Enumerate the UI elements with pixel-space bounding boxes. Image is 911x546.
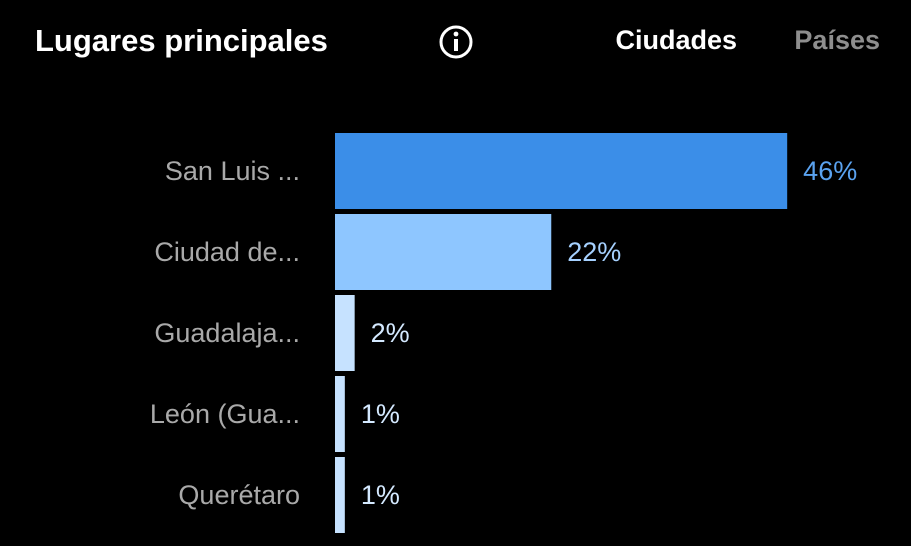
- tab[interactable]: Ciudades: [615, 25, 737, 55]
- value-label: 46%: [803, 156, 857, 186]
- category-label: Guadalaja...: [154, 318, 300, 348]
- chart-title: Lugares principales: [35, 23, 328, 58]
- bar: [335, 457, 345, 533]
- value-label: 2%: [371, 318, 410, 348]
- tab[interactable]: Países: [794, 25, 880, 55]
- info-stem: [454, 39, 458, 51]
- category-label: Ciudad de...: [154, 237, 300, 267]
- info-dot: [453, 31, 459, 37]
- category-label: San Luis ...: [165, 156, 300, 186]
- value-label: 1%: [361, 399, 400, 429]
- bar: [335, 376, 345, 452]
- bar: [335, 214, 552, 290]
- info-circle: [439, 25, 473, 59]
- bar: [335, 133, 788, 209]
- category-label: León (Gua...: [150, 399, 300, 429]
- value-label: 1%: [361, 480, 400, 510]
- info-icon[interactable]: [439, 25, 473, 59]
- value-label: 22%: [567, 237, 621, 267]
- bar: [335, 295, 355, 371]
- category-label: Querétaro: [178, 480, 300, 510]
